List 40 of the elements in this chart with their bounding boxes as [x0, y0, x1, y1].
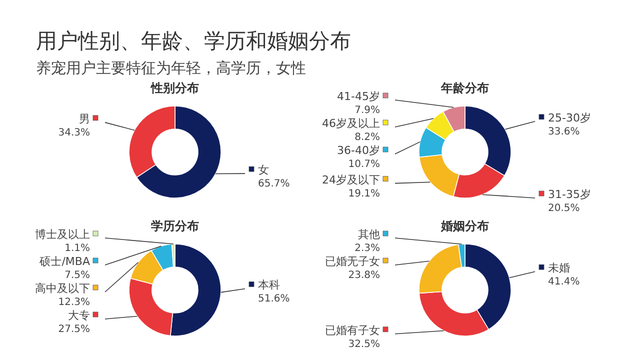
data-label: 10.7%	[348, 159, 380, 170]
legend-label: 46岁及以上	[322, 117, 380, 130]
data-label: 41.4%	[548, 276, 580, 288]
slice-label: 本科	[258, 278, 280, 292]
legend-label: 41-45岁	[337, 90, 380, 103]
data-label: 32.5%	[348, 338, 380, 350]
data-label: 27.5%	[58, 324, 90, 335]
slice-label: 未婚	[548, 262, 570, 275]
data-label: 33.6%	[548, 126, 580, 138]
legend-label: 其他	[358, 228, 380, 241]
slice-label: 31-35岁	[548, 188, 591, 201]
data-label: 7.5%	[64, 270, 90, 281]
legend-label: 36-40岁	[337, 144, 380, 157]
chart-title: 婚姻分布	[440, 219, 489, 233]
legend-label: 硕士/MBA	[38, 255, 90, 268]
data-label: 20.5%	[548, 203, 580, 214]
text: 用户性别、年龄、学历和婚姻分布	[36, 29, 351, 53]
slice-label: 25-30岁	[548, 111, 591, 124]
legend-label: 博士及以上	[35, 228, 90, 241]
legend-label: 已婚无子女	[325, 255, 380, 268]
legend-label: 已婚有子女	[325, 324, 380, 337]
data-label: 8.2%	[354, 132, 380, 143]
legend-label: 女	[258, 164, 269, 177]
legend-label: 大专	[68, 309, 90, 322]
legend-label: 24岁及以下	[322, 173, 380, 186]
data-label: 2.3%	[354, 243, 380, 254]
data-label: 51.6%	[258, 294, 290, 305]
data-label: 65.7%	[258, 178, 290, 190]
chart-title: 性别分布	[150, 81, 199, 95]
data-label: 19.1%	[348, 188, 380, 200]
slice-label: 男	[79, 112, 90, 126]
legend-label: 高中及以下	[35, 282, 90, 295]
data-label: 7.9%	[354, 105, 380, 116]
text: 养宠用户主要特征为年轻，高学历，女性	[36, 59, 306, 77]
data-label: 12.3%	[58, 297, 90, 308]
chart-title: 学历分布	[151, 219, 199, 233]
data-label: 1.1%	[64, 243, 90, 254]
chart-title: 年龄分布	[440, 81, 489, 95]
data-label: 23.8%	[348, 270, 380, 281]
data-label: 34.3%	[58, 127, 90, 138]
